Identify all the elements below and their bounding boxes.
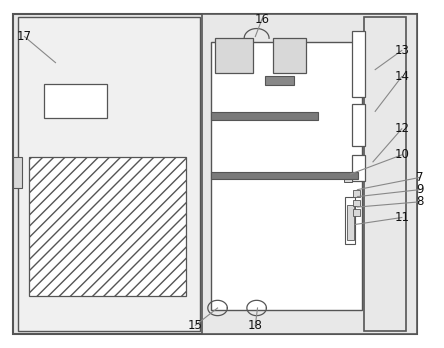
Text: 18: 18 [248,319,263,332]
Bar [347,205,354,240]
Bar [265,76,294,85]
Bar [13,157,22,188]
Text: 7: 7 [416,171,423,184]
Text: 16: 16 [254,13,270,26]
Text: 10: 10 [394,148,409,161]
Text: 17: 17 [17,30,32,43]
Bar [29,157,186,296]
Bar [18,17,200,331]
Text: 9: 9 [416,183,423,196]
Bar [44,84,107,118]
Text: 13: 13 [394,44,409,57]
Text: 12: 12 [394,122,409,135]
Bar [211,112,318,120]
Bar [353,190,360,197]
Bar [202,14,417,334]
Bar [352,104,365,146]
Bar [215,38,253,73]
Bar [211,42,362,310]
Text: 8: 8 [416,195,423,208]
Bar [211,172,358,179]
Bar [344,172,352,182]
Bar [352,31,365,97]
Text: 15: 15 [188,319,203,332]
Bar [353,200,360,206]
Bar [273,38,306,73]
Bar [345,197,355,244]
Bar [364,17,406,331]
Bar [352,155,365,181]
Text: 14: 14 [394,70,409,83]
Bar [353,209,360,216]
Text: 11: 11 [394,211,409,224]
